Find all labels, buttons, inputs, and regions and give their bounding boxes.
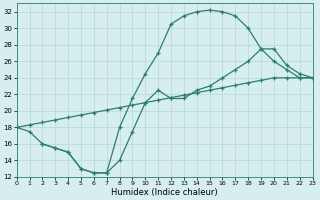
X-axis label: Humidex (Indice chaleur): Humidex (Indice chaleur) [111,188,218,197]
